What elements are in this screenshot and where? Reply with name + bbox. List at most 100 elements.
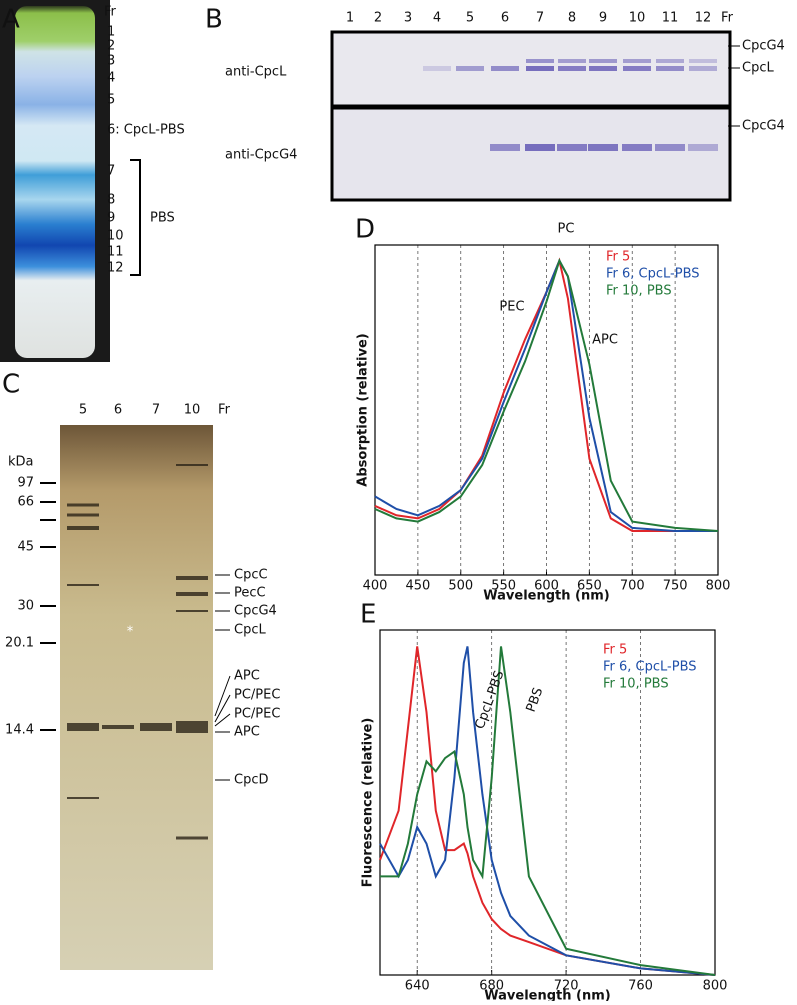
band-label: CpcL	[742, 61, 774, 76]
legend-entry: Fr 10, PBS	[603, 677, 669, 692]
blot-band	[589, 59, 617, 63]
plot-frame	[374, 244, 719, 576]
series-line	[379, 646, 716, 976]
lane-label: 12	[695, 11, 712, 26]
x-tick-label: 680	[479, 979, 504, 994]
marker-label: 30	[17, 599, 34, 614]
gel-band	[176, 592, 208, 596]
x-tick-label: 640	[405, 979, 430, 994]
blot-band	[622, 144, 652, 151]
blot-band	[655, 144, 685, 151]
x-tick-label: 500	[448, 579, 473, 594]
panel-label: B	[205, 5, 223, 35]
gel-band	[67, 723, 99, 731]
blot-band	[656, 59, 684, 63]
lane-label: 7	[152, 403, 160, 418]
blot-bottom	[330, 106, 732, 202]
gel-band	[67, 797, 99, 799]
series-line	[374, 258, 719, 532]
gel-band	[176, 610, 208, 612]
legend-entry: Fr 6, CpcL-PBS	[603, 660, 697, 675]
lane-label: Fr	[218, 403, 231, 418]
x-tick-label: 800	[706, 579, 731, 594]
blot-band	[689, 59, 717, 63]
legend-entry: Fr 5	[603, 643, 627, 658]
lane-label: 3	[404, 11, 412, 26]
series-line	[374, 257, 718, 532]
blot-band	[558, 66, 586, 71]
gel-band	[176, 464, 208, 466]
label-line	[214, 713, 231, 727]
fraction-label: 2	[107, 39, 115, 54]
lane-label: Fr	[721, 11, 734, 26]
lane-label: 2	[374, 11, 382, 26]
band-label: CpcG4	[234, 604, 277, 619]
band-label: APC	[234, 669, 260, 684]
panel-label: D	[355, 215, 375, 245]
fraction-label: 6: CpcL-PBS	[107, 123, 185, 138]
band-label: CpcC	[234, 568, 268, 583]
lane-label: 11	[662, 11, 679, 26]
panel-label: C	[2, 370, 20, 400]
x-axis-label: Wavelength (nm)	[483, 589, 609, 604]
fraction-label: 8	[107, 193, 115, 208]
x-tick-label: 600	[534, 579, 559, 594]
asterisk: *	[127, 625, 134, 640]
fraction-label: 4	[107, 71, 115, 86]
gradient-tube	[15, 6, 95, 358]
fraction-label: 11	[107, 245, 124, 260]
lane-label: 5	[466, 11, 474, 26]
x-tick-label: 800	[703, 979, 728, 994]
label-line	[214, 675, 231, 717]
blot-band	[588, 144, 618, 151]
x-tick-label: 700	[620, 579, 645, 594]
fraction-label: 3	[107, 54, 115, 69]
band-label: PC/PEC	[234, 707, 280, 722]
legend-entry: Fr 6, CpcL-PBS	[606, 267, 700, 282]
blot-band	[689, 66, 717, 71]
bracket	[130, 159, 141, 276]
band-label: CpcD	[234, 773, 269, 788]
y-axis-label: Absorption (relative)	[356, 333, 371, 486]
annotation: PC	[558, 222, 575, 237]
unit-label: kDa	[8, 455, 34, 470]
blot-band	[526, 66, 554, 71]
x-tick-label: 550	[491, 579, 516, 594]
x-tick-label: 720	[554, 979, 579, 994]
fraction-label: 5	[107, 93, 115, 108]
marker-label: 66	[17, 495, 34, 510]
lane-label: 6	[114, 403, 122, 418]
row-label: anti-CpcG4	[225, 148, 297, 163]
blot-band	[456, 66, 484, 71]
y-axis-label: Fluorescence (relative)	[361, 718, 376, 888]
x-tick-label: 450	[405, 579, 430, 594]
blot-band	[558, 59, 586, 63]
band-label: CpcL	[234, 623, 266, 638]
fraction-label: 10	[107, 229, 124, 244]
panel-label: A	[2, 5, 20, 35]
annotation: PBS	[524, 686, 547, 714]
gel-band	[176, 721, 208, 733]
series-line	[380, 646, 716, 976]
blot-band	[490, 144, 520, 151]
marker-label: 97	[17, 476, 34, 491]
blot-band	[623, 59, 651, 63]
lane-label: 10	[629, 11, 646, 26]
x-tick-label: 750	[663, 579, 688, 594]
band-label: CpcG4	[742, 39, 785, 54]
annotation: CpcL-PBS	[473, 669, 508, 731]
blot-band	[423, 66, 451, 71]
plot-frame	[379, 629, 716, 976]
band-label: PecC	[234, 586, 266, 601]
gel-band	[67, 513, 99, 517]
blot-band	[656, 66, 684, 71]
marker-label: 45	[17, 540, 34, 555]
blot-band	[589, 66, 617, 71]
legend-entry: Fr 5	[606, 250, 630, 265]
lane-label: 7	[536, 11, 544, 26]
annotation: PEC	[499, 300, 524, 315]
lane-label: 1	[346, 11, 354, 26]
band-label: APC	[234, 725, 260, 740]
blot-band	[491, 66, 519, 71]
